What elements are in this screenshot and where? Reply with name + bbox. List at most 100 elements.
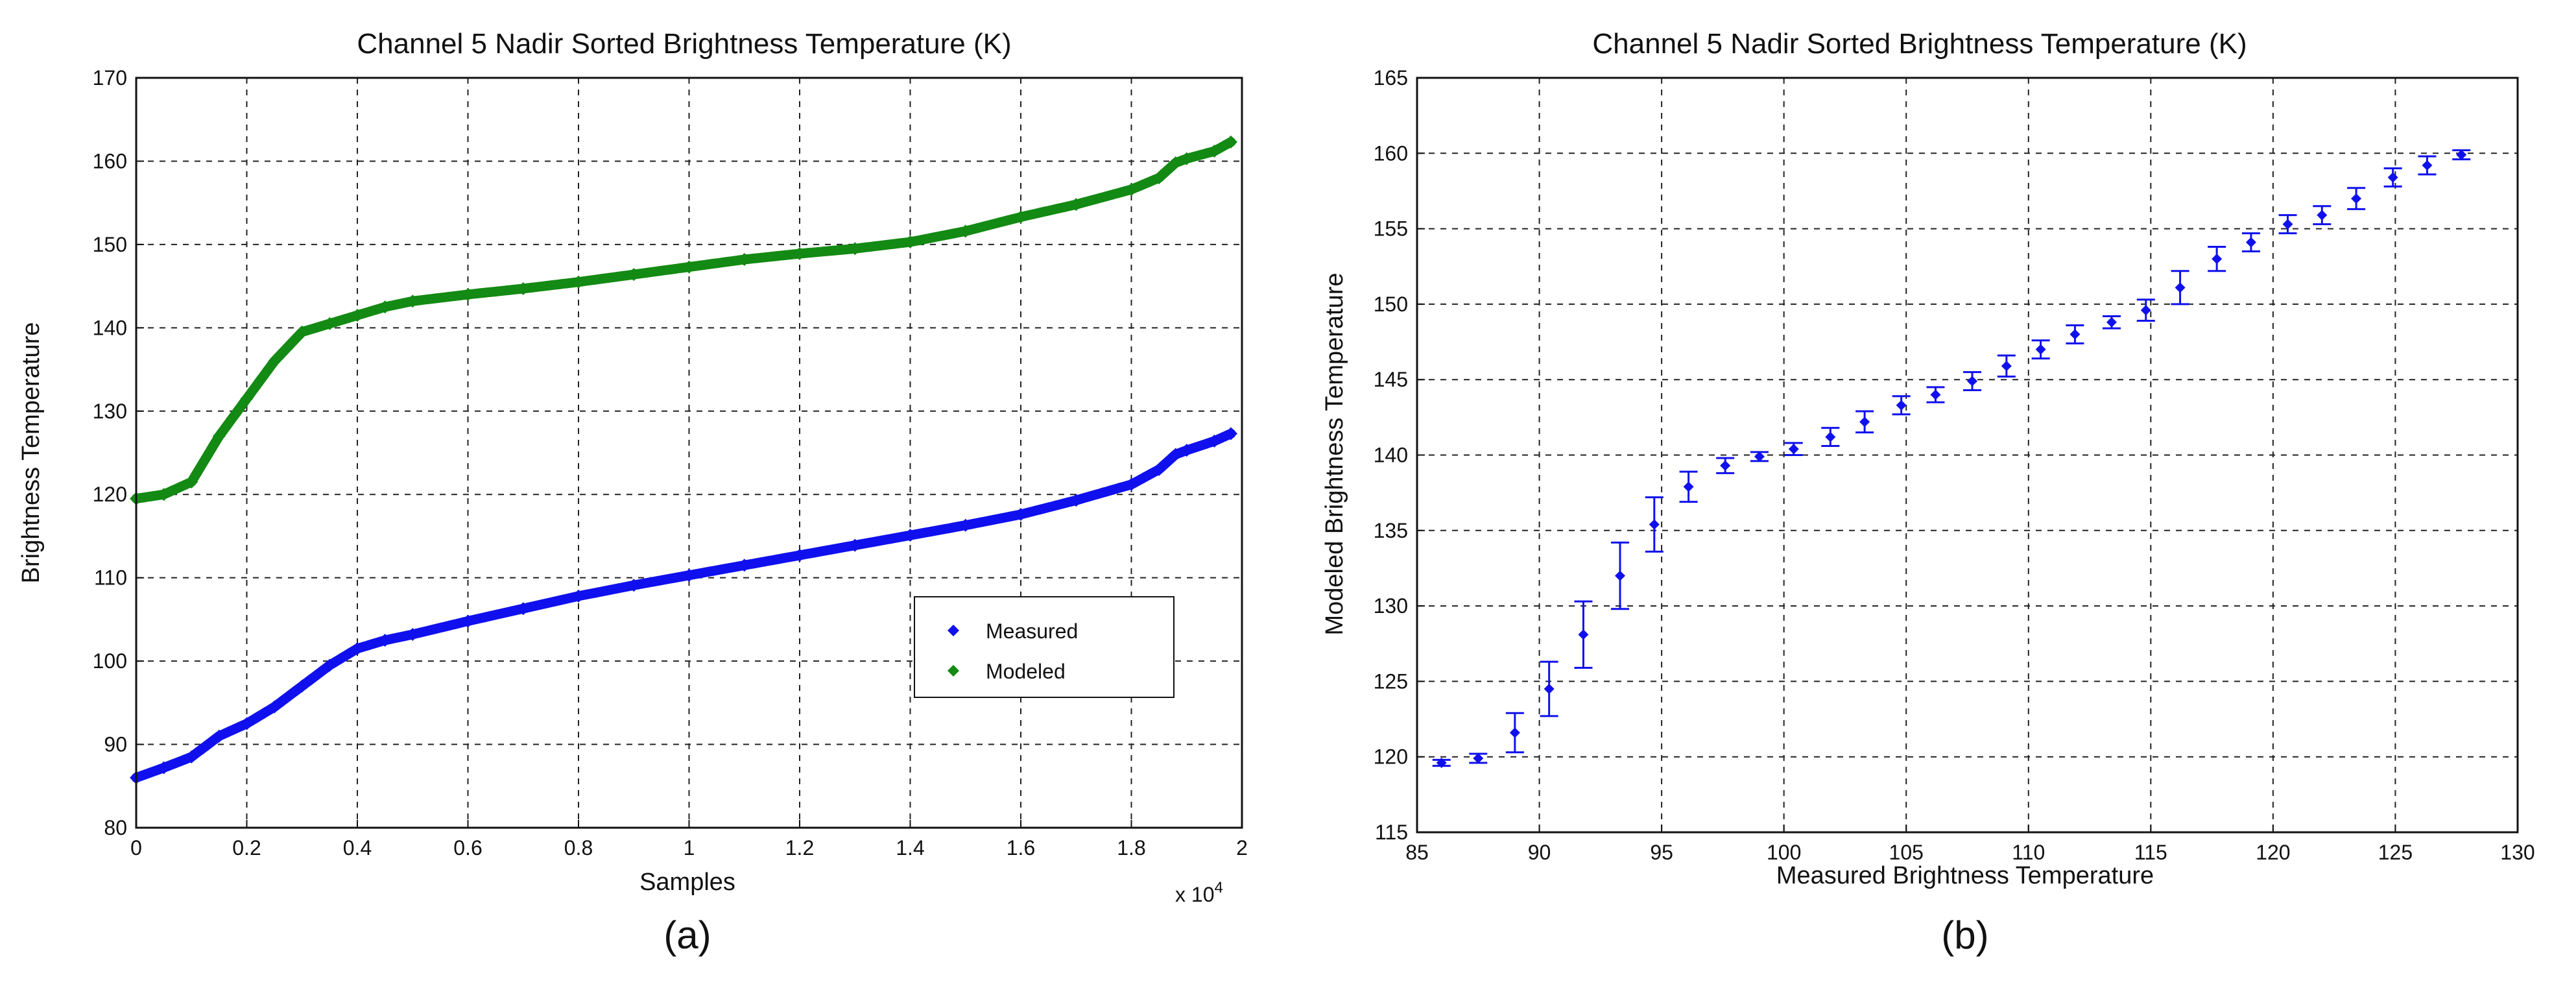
series-modeled-point	[323, 317, 337, 330]
series-modeled-point	[737, 253, 751, 267]
data-point	[2212, 254, 2223, 265]
panel-b-x-label: Measured Brightness Temperature	[1776, 862, 2154, 889]
a-y-tick-label: 100	[93, 649, 127, 673]
series-measured-point	[1224, 427, 1237, 440]
a-x-tick-label: 1.6	[1007, 836, 1035, 860]
a-y-tick-label: 120	[93, 483, 127, 506]
panel-a-x-exponent-base: x 10	[1175, 883, 1214, 906]
series-modeled-point	[793, 247, 806, 261]
series-modeled-point	[682, 260, 696, 274]
b-y-tick-label: 130	[1374, 594, 1408, 618]
series-modeled-point	[1208, 145, 1221, 158]
b-x-tick-label: 105	[1889, 841, 1924, 864]
series-measured-point	[1152, 463, 1166, 476]
panel-b-y-label: Modeled Brightness Temperature	[1321, 272, 1348, 635]
series-measured-point	[240, 717, 254, 730]
series-measured-point	[1208, 435, 1221, 448]
data-point	[1788, 444, 1799, 455]
b-y-tick-label: 150	[1374, 293, 1408, 316]
data-point	[2069, 329, 2081, 340]
legend-measured-label: Measured	[986, 619, 1078, 643]
b-x-tick-label: 130	[2500, 841, 2534, 864]
series-measured-point	[903, 529, 917, 542]
series-modeled-point	[959, 224, 972, 238]
a-x-tick-label: 0	[130, 836, 142, 860]
panel-b-title: Channel 5 Nadir Sorted Brightness Temper…	[1592, 28, 2247, 60]
b-x-tick-label: 120	[2256, 841, 2290, 864]
b-x-tick-label: 90	[1528, 841, 1551, 864]
data-point	[1754, 451, 1765, 462]
series-measured-point	[1169, 448, 1182, 461]
series-measured-point	[737, 559, 751, 572]
panel-b-grid	[1417, 78, 2518, 832]
legend-measured-marker	[948, 625, 959, 636]
series-modeled-point	[572, 275, 585, 289]
series-measured-point	[1069, 494, 1083, 507]
data-point	[2282, 219, 2293, 230]
series-measured-point	[1180, 444, 1193, 457]
data-point	[2106, 317, 2117, 328]
b-y-tick-label: 145	[1374, 368, 1408, 391]
data-point	[1825, 431, 1836, 442]
data-point	[1930, 389, 1941, 400]
data-point	[1683, 481, 1694, 492]
b-y-tick-label: 135	[1374, 519, 1408, 542]
series-measured-point	[572, 589, 585, 603]
series-measured-point	[1014, 508, 1027, 522]
series-measured-point	[627, 579, 641, 592]
panel-a-x-exponent-power: 4	[1214, 879, 1222, 896]
a-y-tick-label: 160	[93, 149, 127, 173]
panel-a: Channel 5 Nadir Sorted Brightness Temper…	[18, 28, 1248, 957]
series-modeled-point	[1125, 183, 1138, 197]
series-measured-point	[295, 679, 309, 693]
data-point	[1615, 570, 1626, 581]
series-modeled-point	[1152, 171, 1166, 185]
series-modeled-point	[903, 235, 917, 249]
series-modeled-point	[268, 354, 281, 368]
data-point	[2351, 193, 2362, 204]
b-x-tick-label: 115	[2134, 841, 2167, 864]
series-measured-point	[461, 614, 475, 628]
series-measured-point	[378, 634, 392, 647]
series-measured-point	[157, 761, 171, 775]
data-point	[2175, 282, 2186, 293]
data-point	[1896, 400, 1907, 411]
panel-a-legend: Measured Modeled	[914, 596, 1175, 698]
legend-box	[914, 596, 1175, 698]
data-point	[2035, 344, 2046, 355]
data-point	[1578, 629, 1589, 640]
series-modeled-point	[1069, 198, 1083, 211]
series-modeled-point	[516, 282, 530, 295]
b-x-tick-label: 100	[1767, 841, 1801, 864]
panel-a-title: Channel 5 Nadir Sorted Brightness Temper…	[357, 28, 1011, 60]
series-measured-point	[185, 750, 198, 764]
b-x-tick-label: 110	[2012, 841, 2045, 864]
b-x-tick-label: 95	[1650, 841, 1673, 864]
panel-a-frame	[135, 77, 1243, 829]
series-measured-point	[268, 700, 281, 714]
b-y-tick-label: 125	[1374, 669, 1408, 693]
a-y-tick-label: 150	[93, 233, 127, 256]
series-measured-point	[959, 518, 972, 532]
a-y-tick-label: 130	[93, 400, 127, 423]
series-modeled-point	[378, 300, 392, 314]
series-modeled-point	[157, 488, 171, 501]
series-modeled-point	[406, 295, 420, 308]
b-x-tick-label: 125	[2378, 841, 2413, 864]
b-y-tick-label: 115	[1375, 821, 1408, 844]
data-point	[2422, 160, 2433, 171]
data-point	[2317, 210, 2328, 221]
data-point	[1473, 753, 1484, 764]
panel-b-x-ticks: 85 90 95 100 105 110 115 120 125 130	[1405, 824, 2535, 864]
panel-a-series	[130, 135, 1237, 784]
b-y-tick-label: 160	[1374, 141, 1408, 165]
data-point	[1509, 727, 1520, 738]
series-measured-point	[1125, 477, 1138, 491]
series-modeled-point	[212, 429, 226, 443]
a-y-tick-label: 80	[104, 816, 127, 839]
data-point	[1436, 758, 1447, 769]
a-y-tick-label: 170	[93, 66, 127, 90]
a-x-tick-label: 2	[1236, 836, 1248, 860]
a-y-tick-label: 140	[93, 316, 127, 339]
